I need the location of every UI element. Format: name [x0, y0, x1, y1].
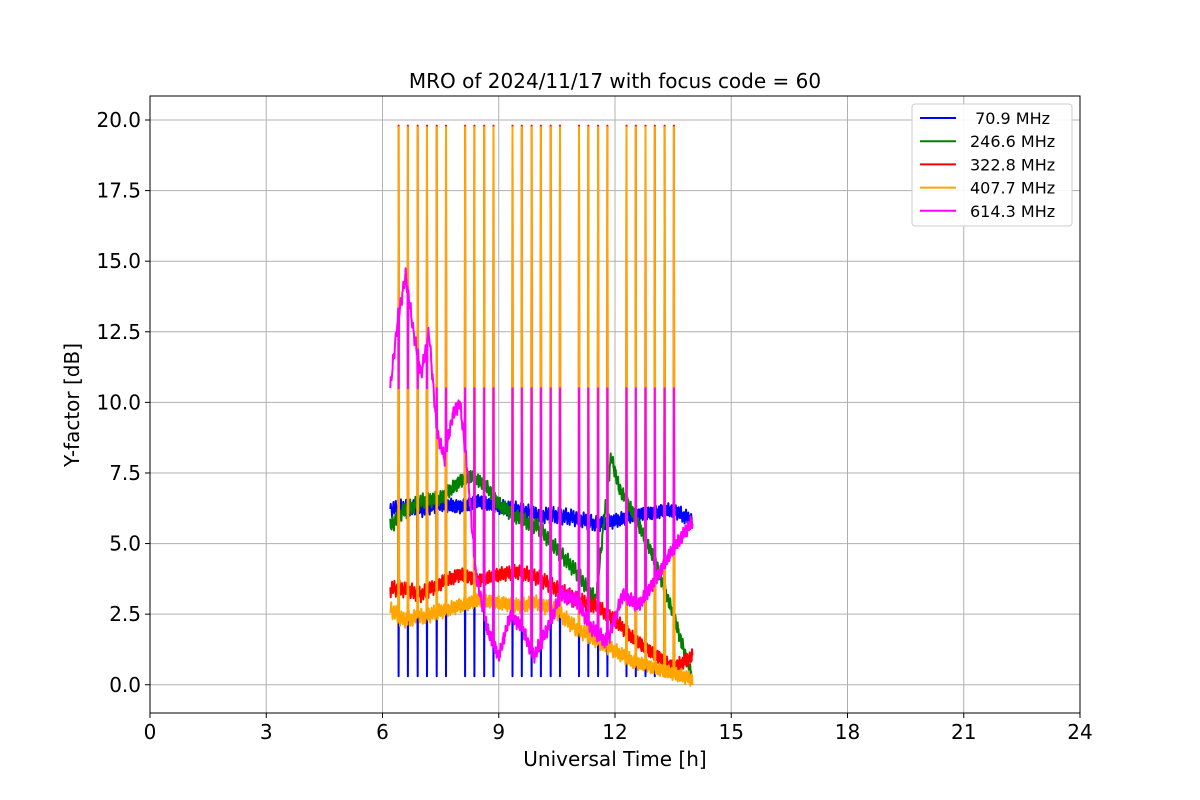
legend-box: [911, 103, 1073, 227]
y-axis-label: Y-factor [dB]: [60, 343, 84, 468]
legend-label: 322.8 MHz: [970, 155, 1055, 174]
y-tick-label: 7.5: [109, 461, 141, 485]
legend-label: 407.7 MHz: [970, 179, 1055, 198]
x-axis-label: Universal Time [h]: [523, 747, 706, 771]
y-tick-label: 5.0: [109, 532, 141, 556]
y-tick-label: 17.5: [96, 179, 141, 203]
x-tick-label: 15: [719, 720, 744, 744]
axis-ticks: 0 3 6 9 12 15 18 21 24 0.0 2.5 5.0 7.5 10.0 12.5 15.0 17…: [96, 108, 1092, 744]
y-tick-label: 12.5: [96, 320, 141, 344]
legend-label: 614.3 MHz: [970, 202, 1055, 221]
y-tick-label: 10.0: [96, 390, 141, 414]
y-tick-label: 2.5: [109, 602, 141, 626]
x-tick-label: 21: [951, 720, 976, 744]
x-tick-label: 6: [376, 720, 389, 744]
series-line-4: [389, 267, 694, 664]
x-tick-label: 9: [492, 720, 505, 744]
plot-series: [389, 124, 694, 687]
x-tick-label: 18: [835, 720, 860, 744]
y-tick-label: 0.0: [109, 673, 141, 697]
chart-title: MRO of 2024/11/17 with focus code = 60: [409, 69, 821, 93]
x-tick-label: 12: [602, 720, 627, 744]
x-tick-label: 3: [260, 720, 273, 744]
y-tick-label: 15.0: [96, 249, 141, 273]
legend-label: 246.6 MHz: [970, 132, 1055, 151]
legend: 70.9 MHz 246.6 MHz 322.8 MHz 407.7 MHz 614.3…: [911, 103, 1073, 227]
legend-label: 70.9 MHz: [970, 109, 1050, 128]
x-tick-label: 0: [144, 720, 157, 744]
y-tick-label: 20.0: [96, 108, 141, 132]
x-tick-label: 24: [1067, 720, 1092, 744]
